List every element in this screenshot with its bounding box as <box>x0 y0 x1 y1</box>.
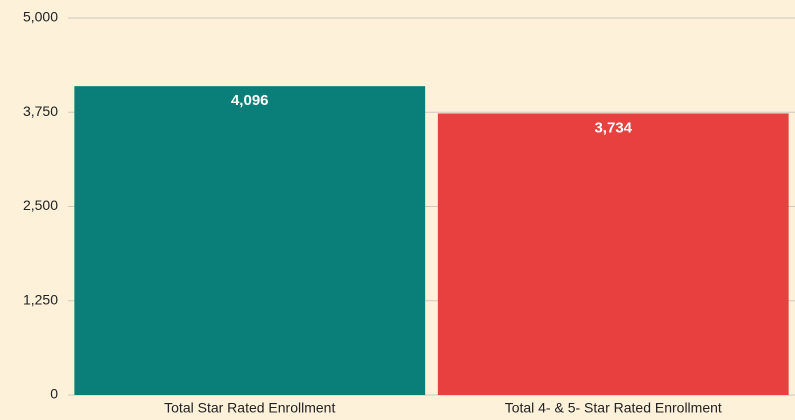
y-tick-label: 1,250 <box>23 291 58 307</box>
y-tick-label: 5,000 <box>23 9 58 25</box>
y-tick-label: 2,500 <box>23 197 58 213</box>
x-tick-label: Total 4- & 5- Star Rated Enrollment <box>505 400 722 416</box>
y-tick-label: 3,750 <box>23 103 58 119</box>
bar <box>74 86 426 396</box>
value-label: 3,734 <box>594 119 632 136</box>
value-label: 4,096 <box>231 92 269 109</box>
bar <box>437 113 789 396</box>
y-tick-label: 0 <box>50 386 58 402</box>
x-tick-label: Total Star Rated Enrollment <box>164 400 335 416</box>
